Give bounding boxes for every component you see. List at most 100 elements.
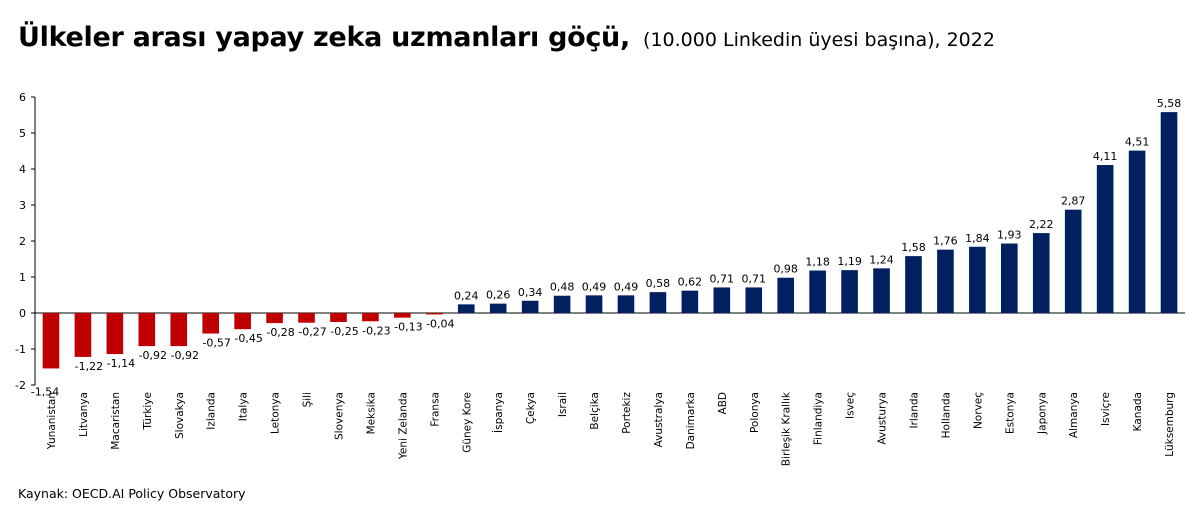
category-label: Macaristan — [110, 392, 122, 450]
bar — [649, 292, 667, 313]
category-label: Polonya — [749, 392, 761, 433]
bar — [905, 256, 922, 313]
category-label: Italya — [238, 392, 250, 421]
category-label: İspanya — [492, 392, 505, 433]
category-label: Norveç — [972, 392, 984, 429]
bar — [969, 246, 986, 313]
bar — [809, 270, 826, 313]
bar — [617, 295, 635, 313]
bar — [777, 277, 794, 313]
data-label: 2,87 — [1061, 195, 1086, 208]
y-tick-label: 6 — [19, 91, 26, 104]
category-label: Almanya — [1068, 392, 1080, 438]
bar — [489, 303, 507, 313]
bar — [106, 313, 124, 355]
data-label: 0,26 — [486, 289, 511, 302]
data-label: -0,23 — [362, 324, 390, 337]
chart-subtitle: (10.000 Linkedin üyesi başına), 2022 — [643, 29, 995, 51]
data-label: 4,11 — [1093, 150, 1118, 163]
category-label: Yunanistan — [46, 392, 58, 450]
category-label: Israil — [557, 392, 569, 417]
data-label: 1,58 — [901, 241, 926, 254]
bar — [553, 295, 571, 313]
category-label: Isveç — [845, 392, 857, 419]
category-label: Lüksemburg — [1164, 392, 1176, 457]
data-label: 0,62 — [678, 276, 703, 289]
bar — [681, 290, 699, 313]
data-label: 0,98 — [773, 263, 798, 276]
bar — [1064, 209, 1082, 313]
data-label: 1,18 — [805, 256, 830, 269]
y-tick-label: 1 — [19, 271, 26, 284]
category-label: Kanada — [1132, 392, 1144, 431]
data-label: 0,34 — [518, 286, 543, 299]
y-tick-label: 4 — [19, 163, 26, 176]
category-label: Litvanya — [78, 392, 90, 437]
category-label: Avusturya — [877, 392, 889, 445]
bar — [266, 313, 283, 324]
category-label: Yeni Zelanda — [397, 392, 409, 460]
category-label: Izlanda — [206, 392, 218, 430]
bar — [394, 313, 411, 318]
category-label: Güney Kore — [461, 392, 473, 453]
data-label: -1,22 — [75, 360, 103, 373]
bar — [298, 313, 315, 323]
data-label: -1,54 — [31, 385, 59, 398]
bar — [170, 313, 188, 347]
data-label: -0,13 — [394, 321, 422, 334]
category-label: Birleşik Krallık — [781, 391, 793, 466]
data-label: -0,04 — [426, 317, 454, 330]
bar — [138, 313, 156, 347]
data-label: 1,19 — [837, 255, 862, 268]
category-label: Hollanda — [940, 392, 952, 438]
data-label: -0,92 — [171, 349, 199, 362]
data-label: -0,57 — [202, 337, 230, 350]
chart-title: Ülkeler arası yapay zeka uzmanları göçü, — [18, 22, 630, 53]
category-label: Çekya — [525, 392, 537, 424]
category-label: Letonya — [270, 392, 282, 434]
data-label: 4,51 — [1125, 136, 1150, 149]
bar — [362, 313, 379, 322]
data-label: 2,22 — [1029, 218, 1054, 231]
bar — [42, 313, 60, 369]
y-tick-label: -1 — [15, 343, 26, 356]
data-label: 0,58 — [646, 277, 671, 290]
data-label: 1,93 — [997, 229, 1022, 242]
bar — [1096, 165, 1114, 313]
data-label: 5,58 — [1157, 97, 1182, 110]
category-label: Isviçre — [1100, 392, 1112, 426]
data-label: 0,48 — [550, 281, 575, 294]
category-label: Şili — [302, 392, 314, 407]
bar — [841, 270, 858, 313]
data-label: -0,92 — [139, 349, 167, 362]
bar — [457, 304, 475, 313]
bar — [1032, 233, 1050, 313]
data-label: -1,14 — [107, 357, 135, 370]
data-label: -0,25 — [330, 325, 358, 338]
source-note: Kaynak: OECD.AI Policy Observatory — [18, 486, 246, 501]
bar — [234, 313, 251, 330]
category-label: Meksika — [365, 392, 377, 434]
category-label: Estonya — [1004, 392, 1016, 434]
category-label: Avustralya — [653, 392, 665, 447]
bar — [330, 313, 347, 322]
data-label: 1,84 — [965, 232, 990, 245]
category-label: Finlandiya — [813, 392, 825, 445]
bar — [937, 249, 954, 313]
category-label: Portekiz — [621, 392, 633, 434]
y-tick-label: -2 — [15, 379, 26, 392]
category-label: Belçika — [589, 392, 601, 430]
data-label: -0,45 — [234, 332, 262, 345]
bar — [585, 295, 603, 313]
category-label: Slovakya — [174, 392, 186, 439]
category-label: Türkiye — [142, 392, 154, 431]
data-label: 0,49 — [582, 280, 607, 293]
bar — [202, 313, 219, 334]
data-label: 0,71 — [710, 272, 735, 285]
data-label: -0,27 — [298, 326, 326, 339]
data-label: -0,28 — [266, 326, 294, 339]
bar — [521, 300, 539, 313]
y-tick-label: 3 — [19, 199, 26, 212]
data-label: 0,49 — [614, 280, 639, 293]
